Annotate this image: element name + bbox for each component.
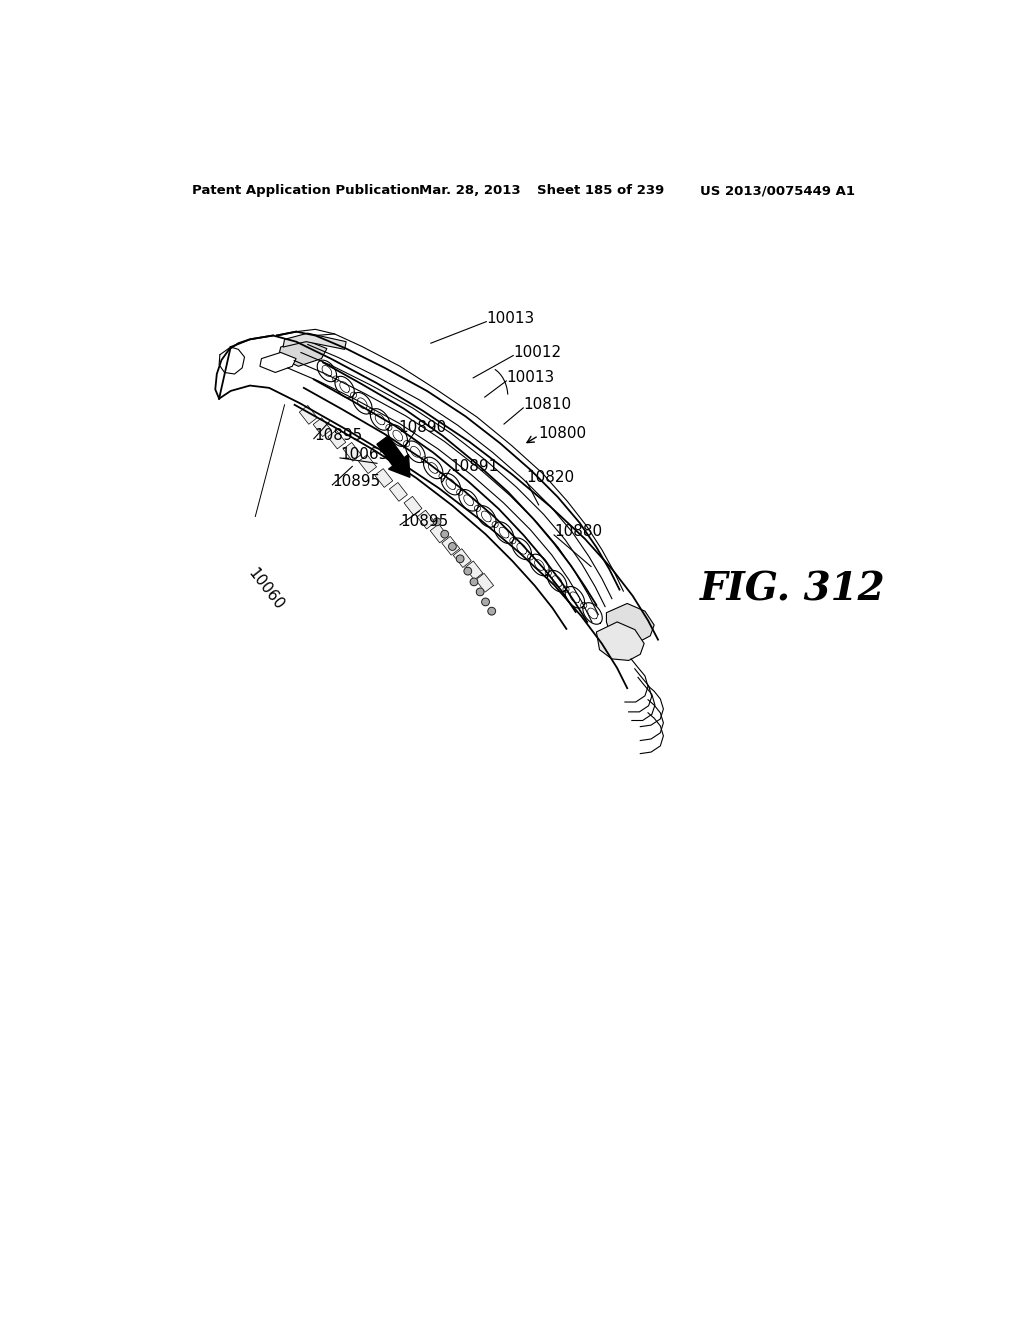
Circle shape [449,543,457,550]
Circle shape [481,598,489,606]
Text: 10012: 10012 [513,345,561,360]
Polygon shape [430,524,449,543]
Text: 10895: 10895 [313,428,362,444]
Circle shape [464,568,472,576]
Polygon shape [299,405,317,424]
Polygon shape [260,352,296,372]
Text: Sheet 185 of 239: Sheet 185 of 239 [538,185,665,197]
Text: 10880: 10880 [554,524,602,540]
Text: 10065: 10065 [340,447,388,462]
Polygon shape [441,536,460,556]
Polygon shape [465,561,483,579]
Polygon shape [328,430,346,449]
Text: 10800: 10800 [539,426,587,441]
Text: 10013: 10013 [506,371,555,385]
Polygon shape [313,418,331,437]
Polygon shape [358,455,377,474]
Polygon shape [375,469,393,487]
Polygon shape [417,511,435,529]
Polygon shape [404,496,422,515]
Circle shape [433,517,441,525]
Polygon shape [389,483,408,502]
Circle shape [441,531,449,539]
Polygon shape [475,573,494,593]
Polygon shape [279,339,327,367]
FancyArrow shape [377,436,410,478]
Circle shape [470,578,478,586]
Polygon shape [596,622,644,660]
Text: 10895: 10895 [400,515,449,529]
Circle shape [476,589,484,595]
Polygon shape [283,333,346,350]
Text: 10810: 10810 [523,397,571,412]
Polygon shape [454,549,471,568]
Text: 10060: 10060 [245,566,286,614]
Text: 10891: 10891 [451,459,499,474]
Text: 10013: 10013 [486,312,535,326]
Text: 10895: 10895 [333,474,381,490]
Polygon shape [343,442,361,461]
Text: US 2013/0075449 A1: US 2013/0075449 A1 [700,185,855,197]
Circle shape [457,554,464,562]
Polygon shape [606,603,654,642]
Text: Patent Application Publication: Patent Application Publication [193,185,420,197]
Text: Mar. 28, 2013: Mar. 28, 2013 [419,185,521,197]
Text: FIG. 312: FIG. 312 [700,570,886,609]
Circle shape [487,607,496,615]
Text: 10890: 10890 [398,420,446,436]
Text: 10820: 10820 [526,470,574,486]
